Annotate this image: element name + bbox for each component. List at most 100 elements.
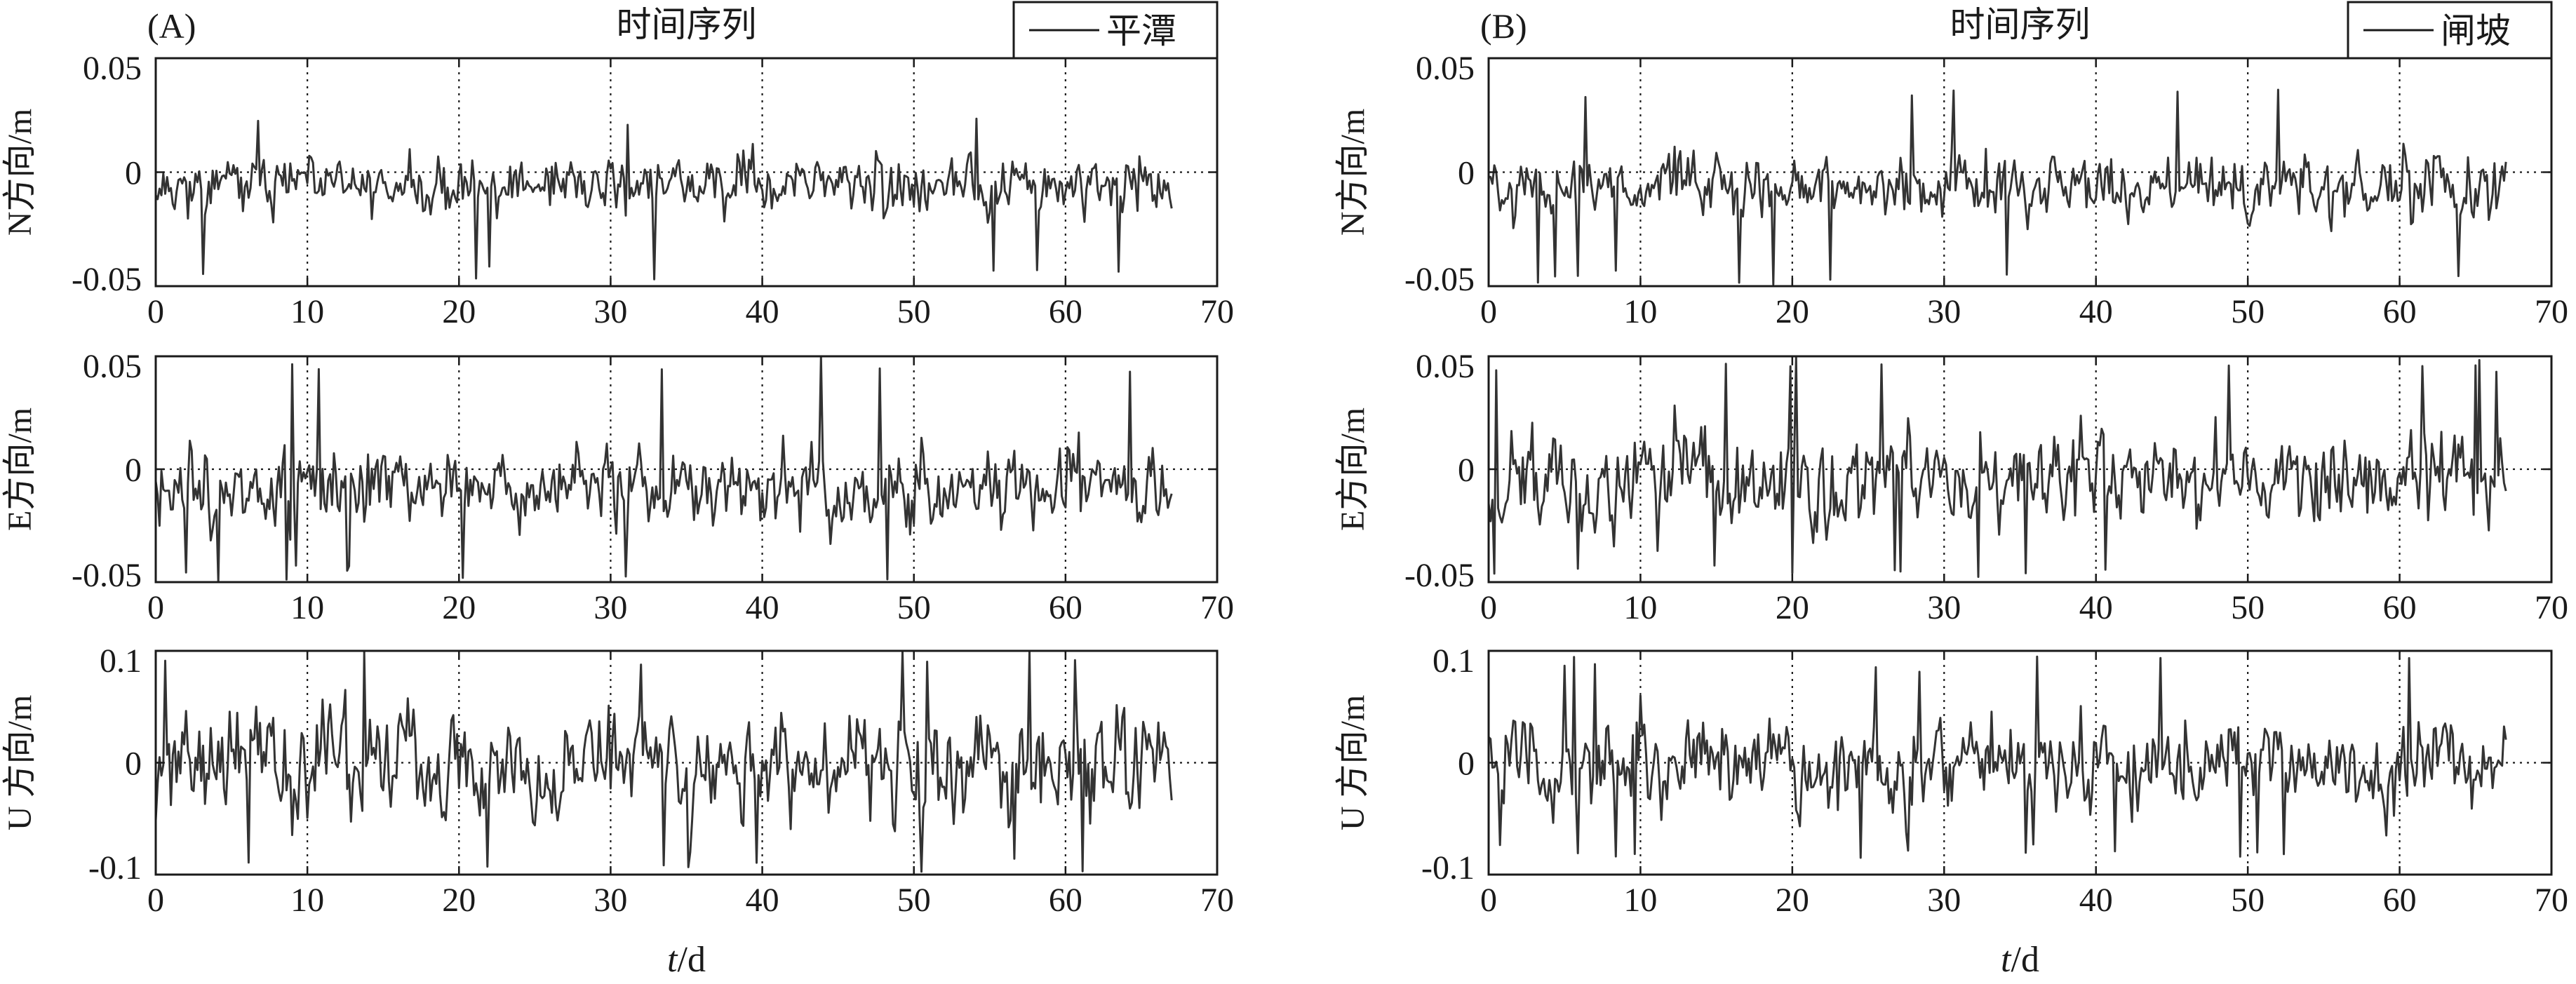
x-tick-label: 60 (2383, 293, 2417, 330)
plot-frame (1487, 57, 2553, 288)
x-tick-label: 50 (897, 589, 931, 626)
y-tick-label: -0.05 (72, 261, 142, 298)
x-tick-label: 60 (1049, 589, 1082, 626)
y-axis-label: E方向/m (1334, 407, 1371, 531)
x-tick-label: 0 (1480, 293, 1497, 330)
x-tick-label: 0 (1480, 589, 1497, 626)
y-tick-label: 0.1 (100, 642, 142, 680)
legend-label: 平潭 (1106, 11, 1176, 50)
x-tick-label: 0 (147, 882, 164, 919)
x-tick-label: 20 (442, 293, 476, 330)
y-axis-label: N方向/m (1334, 109, 1371, 236)
x-tick-label: 70 (1200, 882, 1234, 919)
x-tick-label: 30 (593, 882, 627, 919)
x-axis-label: t/d (2001, 940, 2039, 980)
plot-frame (154, 57, 1219, 288)
y-tick-label: 0 (125, 746, 142, 783)
series-line (1488, 88, 2507, 285)
y-tick-label: -0.1 (1421, 849, 1475, 887)
x-tick-label: 40 (2079, 589, 2113, 626)
y-tick-label: 0 (1458, 452, 1475, 489)
x-tick-label: 50 (2231, 882, 2265, 919)
x-tick-label: 20 (442, 589, 476, 626)
legend: 闸坡 (2347, 1, 2553, 60)
y-tick-label: -0.05 (1404, 261, 1475, 298)
x-tick-label: 40 (2079, 882, 2113, 919)
x-tick-label: 30 (1927, 882, 1961, 919)
y-tick-label: 0.1 (1433, 642, 1475, 680)
subplot-u: 0 10 20 30 40 50 60 70-0.100.1U 方向/m (1, 642, 1234, 919)
y-tick-label: 0.05 (83, 50, 142, 87)
y-axis-label: E方向/m (1, 407, 39, 531)
x-tick-label: 0 (1480, 882, 1497, 919)
x-tick-label: 30 (1927, 293, 1961, 330)
x-tick-label: 10 (1623, 589, 1657, 626)
x-tick-label: 60 (2383, 589, 2417, 626)
y-tick-label: 0 (1458, 155, 1475, 192)
grid (1489, 58, 2551, 286)
x-tick-label: 30 (1927, 589, 1961, 626)
y-axis-label: U 方向/m (1334, 695, 1371, 830)
x-tick-label: 20 (1776, 589, 1809, 626)
panel-label: (A) (147, 6, 196, 46)
y-axis-label: U 方向/m (1, 695, 39, 830)
series-line (1487, 356, 2507, 578)
x-tick-label: 40 (746, 589, 779, 626)
x-tick-label: 70 (1200, 293, 1234, 330)
panel-title: 时间序列 (1950, 5, 2091, 44)
y-tick-label: -0.05 (1404, 557, 1475, 594)
y-tick-label: 0.05 (1416, 50, 1475, 87)
x-tick-label: 70 (1200, 589, 1234, 626)
x-tick-label: 50 (897, 293, 931, 330)
y-tick-label: -0.1 (88, 849, 142, 887)
x-tick-label: 70 (2535, 882, 2568, 919)
x-tick-label: 50 (2231, 589, 2265, 626)
y-tick-label: 0.05 (83, 348, 142, 385)
y-tick-label: -0.05 (72, 557, 142, 594)
panel-label: (B) (1480, 6, 1527, 46)
x-tick-label: 40 (746, 882, 779, 919)
x-tick-label: 40 (746, 293, 779, 330)
y-axis-label: N方向/m (1, 109, 39, 236)
panel-b: (B) 时间序列 闸坡0 10 20 30 40 50 60 70-0.0500.05N方向/m0… (1334, 1, 2568, 980)
x-tick-label: 60 (1049, 293, 1082, 330)
x-tick-label: 40 (2079, 293, 2113, 330)
x-tick-label: 20 (442, 882, 476, 919)
panel-title: 时间序列 (617, 5, 757, 44)
legend-label: 闸坡 (2441, 11, 2511, 50)
y-tick-label: 0 (1458, 746, 1475, 783)
x-tick-label: 10 (1623, 293, 1657, 330)
series-line (154, 355, 1173, 584)
x-axis-label: t/d (667, 940, 706, 980)
x-tick-label: 30 (593, 293, 627, 330)
x-tick-label: 50 (2231, 293, 2265, 330)
x-tick-label: 0 (147, 293, 164, 330)
x-tick-label: 0 (147, 589, 164, 626)
panel-a: (A) 时间序列 平潭0 10 20 30 40 50 60 70-0.0500.05N方向/m0… (1, 1, 1234, 980)
subplot-u: 0 10 20 30 40 50 60 70-0.100.1U 方向/m (1334, 642, 2568, 919)
x-tick-label: 30 (593, 589, 627, 626)
x-tick-label: 70 (2535, 589, 2568, 626)
x-tick-label: 10 (290, 293, 324, 330)
series-line (154, 117, 1173, 281)
y-tick-label: 0.05 (1416, 348, 1475, 385)
x-tick-label: 10 (290, 589, 324, 626)
y-tick-label: 0 (125, 452, 142, 489)
series-line (1487, 655, 2507, 859)
series-line (154, 649, 1173, 873)
x-tick-label: 60 (1049, 882, 1082, 919)
legend: 平潭 (1012, 1, 1219, 60)
x-tick-label: 70 (2535, 293, 2568, 330)
grid (1489, 651, 2551, 875)
x-tick-label: 20 (1776, 882, 1809, 919)
x-tick-label: 20 (1776, 293, 1809, 330)
grid (156, 58, 1217, 286)
x-tick-label: 10 (290, 882, 324, 919)
x-tick-label: 50 (897, 882, 931, 919)
y-tick-label: 0 (125, 155, 142, 192)
x-tick-label: 10 (1623, 882, 1657, 919)
